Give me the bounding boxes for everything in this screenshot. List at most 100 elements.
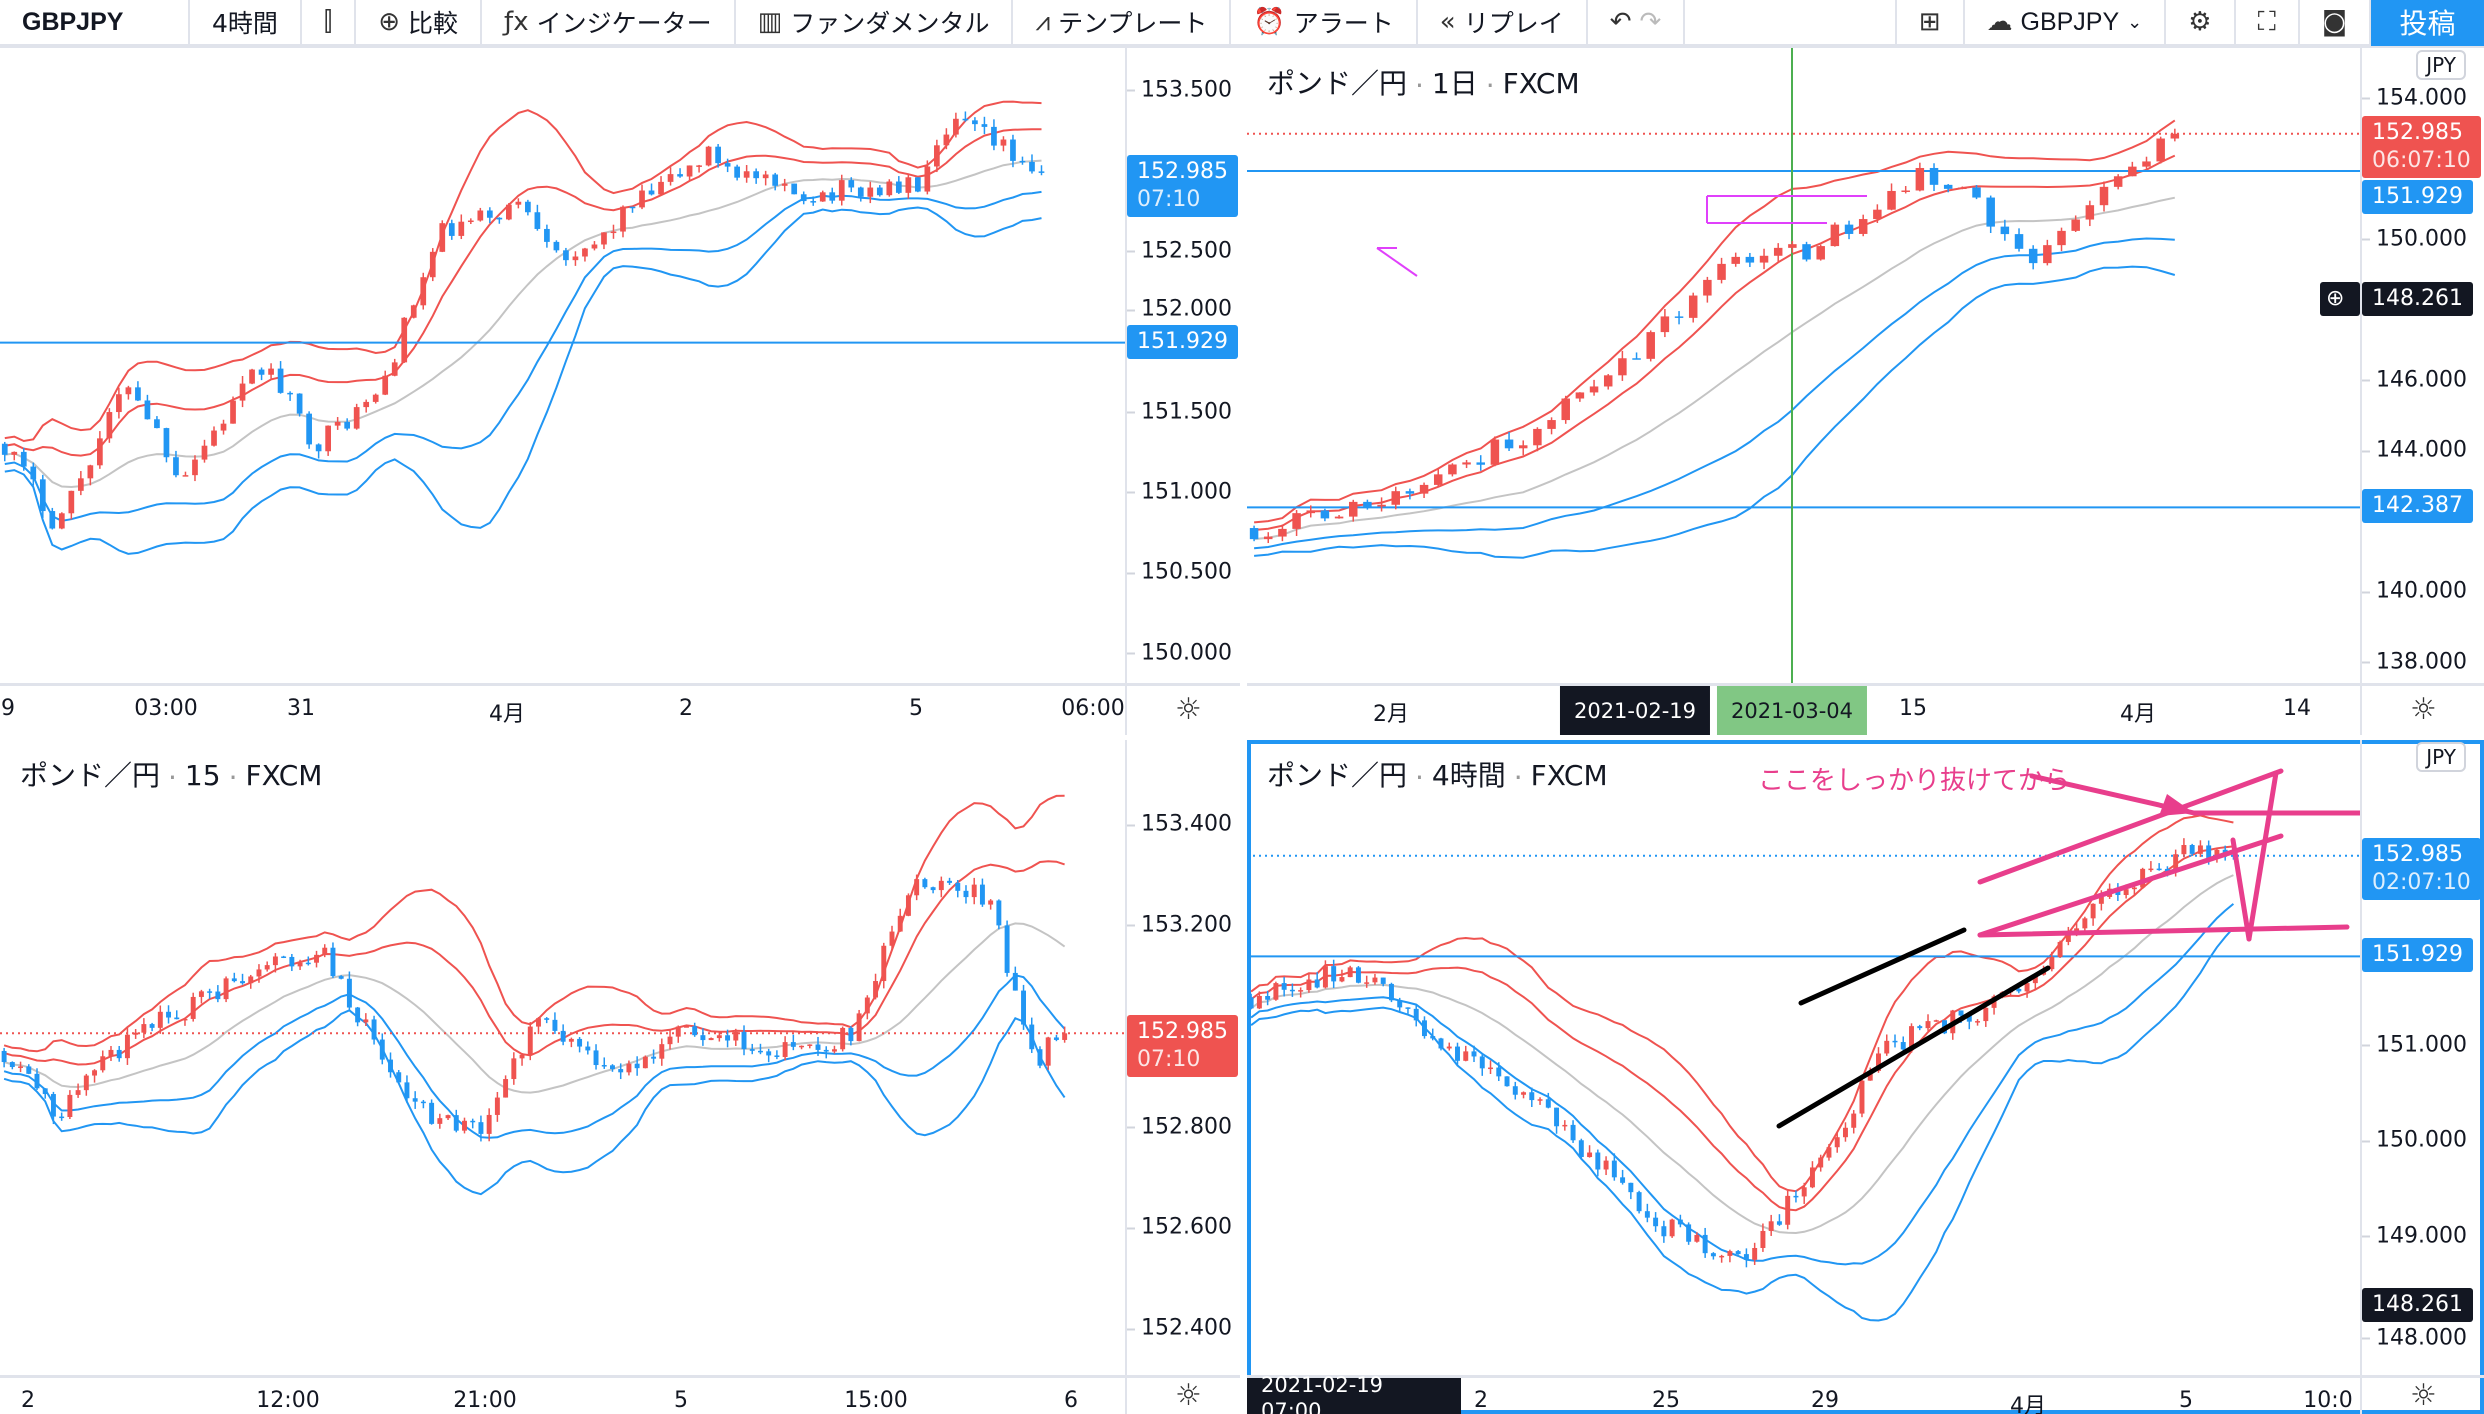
candle (831, 1045, 837, 1054)
candle (715, 144, 721, 168)
crosshair-date-label: 2021-02-19 07:00 (1247, 1373, 1461, 1414)
chart-legend-title[interactable]: ポンド／円 · 4時間 · FXCM (1267, 754, 1608, 794)
candle (876, 185, 883, 197)
time-axis[interactable]: 2月 15 4月 14 2021-02-19 2021-03-04 ☼ (1247, 683, 2484, 735)
price-tick-label: 151.500 (1127, 399, 1232, 425)
fullscreen-button[interactable]: ⛶ (2236, 0, 2300, 44)
chart-legend-title[interactable]: ポンド／円 · 15 · FXCM (20, 754, 322, 794)
trendline-drawing[interactable] (1977, 768, 2284, 885)
price-chart[interactable] (0, 740, 1125, 1375)
time-tick-label: 2 (679, 696, 693, 721)
candle (708, 1037, 714, 1041)
candle (1887, 183, 1896, 211)
templates-button[interactable]: ⩘ テンプレート (1013, 0, 1232, 44)
replay-label: リプレイ (1463, 9, 1564, 38)
candle (642, 1055, 648, 1069)
chart-panel-1[interactable]: 153.500 152.500 152.000 151.500 151.000 150.5… (0, 48, 1240, 735)
gear-icon: ⚙ (2188, 7, 2212, 37)
axis-settings-icon[interactable]: ☼ (1175, 1377, 1202, 1413)
time-axis[interactable]: 9 03:00 31 4月 2 5 06:00 ☼ (0, 683, 1240, 735)
pink-drawing[interactable] (1376, 247, 1418, 277)
candle (268, 363, 274, 379)
replay-button[interactable]: «リプレイ (1418, 0, 1588, 44)
time-tick-label: 29 (1811, 1388, 1839, 1413)
alert-button[interactable]: ⏰ アラート (1231, 0, 1418, 44)
add-alert-plus-icon[interactable]: ⊕ (2320, 282, 2360, 317)
camera-icon: ◙ (2321, 7, 2347, 37)
layout-save-button[interactable]: ☁ GBPJPY ⌄ (1965, 0, 2167, 44)
candle (1248, 993, 1254, 1010)
fundamentals-button[interactable]: ▥ ファンダメンタル (736, 0, 1014, 44)
trendline-drawing[interactable] (2230, 837, 2252, 942)
price-axis[interactable]: 151.000 150.000 149.000 148.000 152.985 02:07… (2360, 740, 2484, 1375)
publish-button[interactable]: 投稿 (2371, 0, 2484, 46)
compare-label: 比較 (408, 9, 459, 38)
last-price-badge-countdown: 02:07:10 (2372, 869, 2471, 895)
time-axis[interactable]: 2 25 29 4月 5 10:0 2021-02-19 07:00 ☼ (1247, 1373, 2484, 1414)
candle (1397, 997, 1403, 1012)
snapshot-button[interactable]: ◙ (2300, 0, 2371, 44)
last-price-badge-value: 152.985 (1137, 158, 1228, 184)
candle (1348, 499, 1358, 522)
candle (2189, 843, 2195, 857)
candle (1430, 1028, 1436, 1041)
candle (75, 1083, 81, 1098)
candle (1388, 982, 1394, 1003)
candle (1858, 214, 1868, 237)
chart-panel-3[interactable]: ポンド／円 · 15 · FXCM 153.400 153.200 152.800 152.60… (0, 740, 1240, 1414)
candle (873, 973, 879, 1000)
candle (2071, 215, 2080, 232)
chart-panel-4[interactable]: ここをしっかり抜けてから ポンド／円 · 4時間 · FXCM 151.000 150.000… (1247, 740, 2484, 1414)
bollinger-lower-inner-line (1254, 237, 2175, 550)
axis-settings-icon[interactable]: ☼ (1175, 692, 1202, 727)
chart-panel-2[interactable]: ポンド／円 · 1日 · FXCM 154.000 150.000 146.000 144.00… (1247, 48, 2484, 735)
trendline-drawing[interactable] (1977, 924, 2350, 938)
candle (1844, 220, 1854, 240)
layout-button[interactable]: ⊞ (1897, 0, 1965, 44)
candle (163, 427, 170, 463)
settings-button[interactable]: ⚙ (2166, 0, 2236, 44)
price-axis[interactable]: 153.500 152.500 152.000 151.500 151.000 150.5… (1125, 48, 1240, 683)
candle (686, 165, 693, 182)
candle (2131, 885, 2137, 895)
annotation-text[interactable]: ここをしっかり抜けてから (1758, 766, 2071, 796)
currency-button[interactable]: JPY (2416, 50, 2466, 80)
undo-icon[interactable]: ↶ (1609, 7, 1632, 37)
candle (49, 507, 56, 530)
axis-settings-icon[interactable]: ☼ (2410, 692, 2437, 727)
price-chart[interactable] (1247, 740, 2360, 1375)
candle (692, 1022, 698, 1037)
price-chart[interactable] (0, 48, 1125, 683)
price-tick-label: 152.000 (1127, 296, 1232, 322)
trendline-drawing[interactable] (1977, 833, 2284, 938)
price-chart[interactable] (1247, 48, 2360, 683)
candle (2148, 861, 2154, 872)
price-axis[interactable]: 154.000 150.000 146.000 144.000 140.000 138.0… (2360, 48, 2484, 683)
candle (1788, 240, 1797, 253)
trendline-drawing[interactable] (2246, 770, 2279, 942)
compare-button[interactable]: ⊕ 比較 (356, 0, 483, 44)
chart-legend-title[interactable]: ポンド／円 · 1日 · FXCM (1267, 62, 1580, 102)
candle (534, 204, 541, 231)
axis-settings-icon[interactable]: ☼ (2410, 1377, 2437, 1413)
channel-line-drawing[interactable] (1798, 927, 1967, 1006)
indicators-button[interactable]: ƒx インジケーター (482, 0, 736, 44)
redo-icon[interactable]: ↷ (1639, 7, 1662, 37)
time-tick-label: 4月 (2010, 1394, 2046, 1414)
candle (1, 1047, 7, 1068)
candle (1793, 1190, 1799, 1203)
price-axis[interactable]: 153.400 153.200 152.800 152.600 152.400 152.9… (1125, 740, 1240, 1375)
candle (353, 403, 360, 430)
currency-button[interactable]: JPY (2416, 742, 2466, 772)
time-axis[interactable]: 2 12:00 21:00 5 15:00 6 ☼ (0, 1375, 1240, 1414)
candle (651, 1049, 657, 1064)
candle (700, 1028, 706, 1046)
price-tick-label: 151.000 (1127, 479, 1232, 505)
symbol-search-button[interactable]: GBPJPY (0, 0, 190, 44)
candle (346, 971, 352, 1010)
candle (1834, 1132, 1840, 1153)
chart-type-button[interactable]: ⫿ (302, 0, 357, 44)
interval-button[interactable]: 4時間 (190, 0, 302, 44)
candle (2156, 136, 2165, 164)
channel-line-drawing[interactable] (1776, 965, 2051, 1129)
